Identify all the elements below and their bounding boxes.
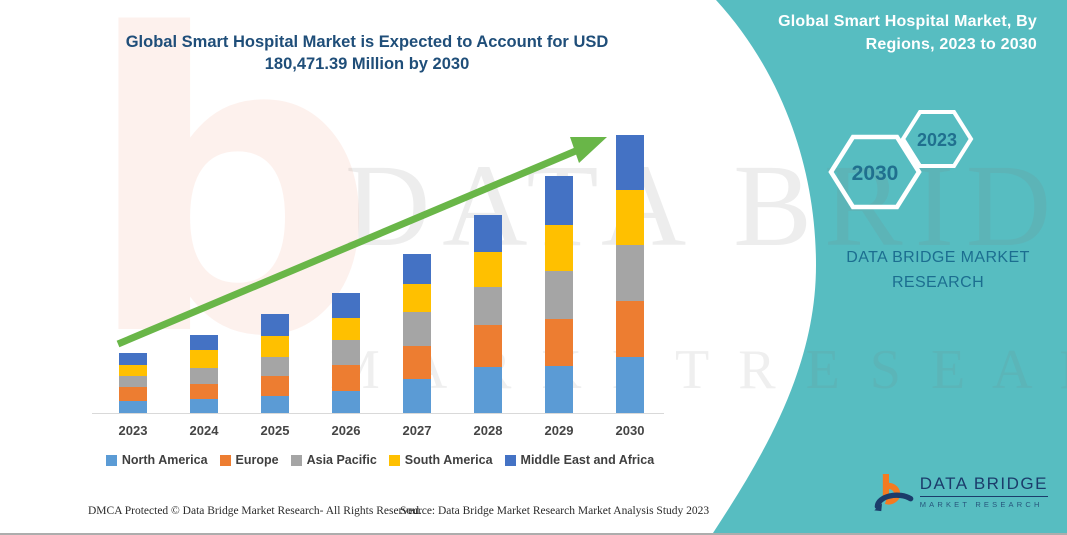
- bar-segment-2026-asia-pacific: [332, 340, 360, 365]
- bar-segment-2030-asia-pacific: [616, 245, 644, 301]
- bar-segment-2027-europe: [403, 346, 431, 379]
- dmca-notice: DMCA Protected © Data Bridge Market Rese…: [88, 505, 422, 517]
- bar-segment-2029-middle-east-and-africa: [545, 176, 573, 225]
- x-axis-line: [92, 413, 664, 414]
- logo-name: DATA BRIDGE: [919, 474, 1048, 497]
- legend-label: South America: [404, 453, 493, 467]
- bar-segment-2024-europe: [190, 384, 218, 399]
- legend-swatch: [105, 454, 117, 466]
- bar-2028: [474, 215, 502, 413]
- bar-2023: [119, 353, 147, 413]
- legend-swatch: [504, 454, 516, 466]
- bar-segment-2023-south-america: [119, 365, 147, 376]
- logo-tagline: MARKET RESEARCH: [919, 499, 1043, 509]
- bar-segment-2026-south-america: [332, 318, 360, 340]
- x-axis-label-2024: 2024: [189, 423, 219, 438]
- x-axis-label-2025: 2025: [260, 423, 290, 438]
- bar-segment-2029-europe: [545, 319, 573, 366]
- legend-item-middle-east-and-africa: Middle East and Africa: [504, 453, 655, 467]
- panel-brand-text: DATA BRIDGE MARKET RESEARCH: [846, 249, 1030, 291]
- bar-segment-2027-asia-pacific: [403, 312, 431, 346]
- bar-segment-2024-south-america: [190, 350, 218, 368]
- bar-segment-2030-middle-east-and-africa: [616, 135, 644, 190]
- source-note: Source: Data Bridge Market Research Mark…: [400, 505, 710, 517]
- bar-segment-2028-north-america: [474, 367, 502, 413]
- legend-item-south-america: South America: [388, 453, 493, 467]
- bar-segment-2028-europe: [474, 325, 502, 367]
- bar-segment-2024-asia-pacific: [190, 368, 218, 384]
- bar-segment-2028-middle-east-and-africa: [474, 215, 502, 252]
- legend-swatch: [219, 454, 231, 466]
- bar-segment-2028-asia-pacific: [474, 287, 502, 325]
- bar-segment-2025-asia-pacific: [261, 357, 289, 376]
- legend-label: Europe: [235, 453, 279, 467]
- bar-segment-2026-middle-east-and-africa: [332, 293, 360, 318]
- legend-item-asia-pacific: Asia Pacific: [290, 453, 377, 467]
- legend-label: Middle East and Africa: [520, 453, 655, 467]
- bar-segment-2026-north-america: [332, 391, 360, 413]
- x-axis-label-2026: 2026: [331, 423, 361, 438]
- bar-2025: [261, 314, 289, 413]
- bar-segment-2023-middle-east-and-africa: [119, 353, 147, 365]
- bar-segment-2029-south-america: [545, 225, 573, 271]
- bar-segment-2025-middle-east-and-africa: [261, 314, 289, 336]
- bar-segment-2030-north-america: [616, 357, 644, 413]
- bar-segment-2030-europe: [616, 301, 644, 357]
- bar-segment-2026-europe: [332, 365, 360, 391]
- bar-2026: [332, 293, 360, 413]
- bar-2027: [403, 254, 431, 413]
- bar-segment-2024-north-america: [190, 399, 218, 413]
- teal-panel-shape: [713, 0, 1067, 533]
- chart-legend: North America Europe Asia Pacific South Ame…: [80, 453, 680, 467]
- bar-2030: [616, 135, 644, 413]
- bar-segment-2028-south-america: [474, 252, 502, 287]
- legend-item-north-america: North America: [105, 453, 208, 467]
- x-axis-label-2023: 2023: [118, 423, 148, 438]
- bar-segment-2025-europe: [261, 376, 289, 396]
- bar-2024: [190, 335, 218, 413]
- bar-segment-2030-south-america: [616, 190, 644, 245]
- bar-segment-2023-north-america: [119, 401, 147, 413]
- bar-segment-2027-south-america: [403, 284, 431, 312]
- legend-swatch: [290, 454, 302, 466]
- bar-segment-2025-south-america: [261, 336, 289, 357]
- bar-segment-2025-north-america: [261, 396, 289, 413]
- bar-2029: [545, 176, 573, 413]
- legend-label: North America: [121, 453, 208, 467]
- bar-segment-2023-asia-pacific: [119, 376, 147, 387]
- x-axis-label-2029: 2029: [544, 423, 574, 438]
- bar-segment-2027-middle-east-and-africa: [403, 254, 431, 284]
- data-bridge-logo-icon: [874, 474, 914, 512]
- bar-segment-2027-north-america: [403, 379, 431, 413]
- data-bridge-logo: DATA BRIDGE MARKET RESEARCH: [872, 464, 1048, 518]
- x-axis-label-2028: 2028: [473, 423, 503, 438]
- bar-segment-2024-middle-east-and-africa: [190, 335, 218, 350]
- bar-segment-2029-asia-pacific: [545, 271, 573, 319]
- bar-segment-2029-north-america: [545, 366, 573, 413]
- chart-title: Global Smart Hospital Market is Expected…: [125, 33, 609, 73]
- x-axis-label-2027: 2027: [402, 423, 432, 438]
- bar-segment-2023-europe: [119, 387, 147, 401]
- legend-label: Asia Pacific: [306, 453, 377, 467]
- legend-item-europe: Europe: [219, 453, 279, 467]
- x-axis-label-2030: 2030: [615, 423, 645, 438]
- legend-swatch: [388, 454, 400, 466]
- panel-heading: Global Smart Hospital Market, By Regions…: [778, 13, 1037, 54]
